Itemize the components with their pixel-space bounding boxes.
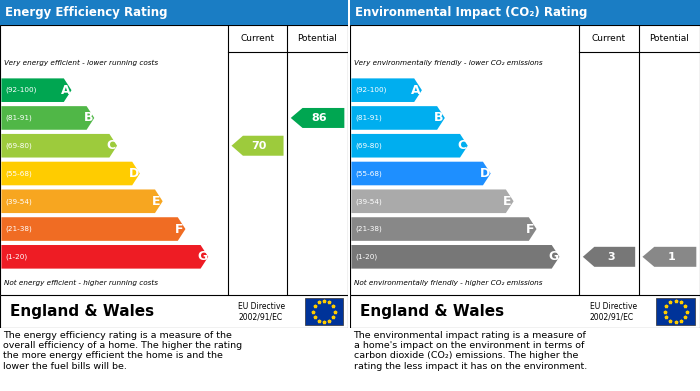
Text: (39-54): (39-54) xyxy=(356,198,382,204)
Text: D: D xyxy=(129,167,139,180)
Text: E: E xyxy=(503,195,512,208)
Text: Potential: Potential xyxy=(650,34,690,43)
Polygon shape xyxy=(583,247,635,267)
Text: The environmental impact rating is a measure of
a home's impact on the environme: The environmental impact rating is a mea… xyxy=(354,330,587,371)
Polygon shape xyxy=(351,162,491,185)
Polygon shape xyxy=(643,247,696,267)
Text: England & Wales: England & Wales xyxy=(360,304,505,319)
Polygon shape xyxy=(1,217,186,241)
Text: (92-100): (92-100) xyxy=(6,87,37,93)
Text: (39-54): (39-54) xyxy=(6,198,32,204)
Text: E: E xyxy=(153,195,161,208)
Text: Very energy efficient - lower running costs: Very energy efficient - lower running co… xyxy=(4,60,158,66)
Text: A: A xyxy=(411,84,421,97)
Text: 3: 3 xyxy=(607,252,615,262)
Text: 70: 70 xyxy=(251,141,267,151)
Text: C: C xyxy=(106,139,116,152)
Text: Current: Current xyxy=(241,34,274,43)
Text: Energy Efficiency Rating: Energy Efficiency Rating xyxy=(5,6,168,19)
Polygon shape xyxy=(351,245,559,269)
Text: England & Wales: England & Wales xyxy=(10,304,155,319)
Text: (55-68): (55-68) xyxy=(6,170,32,177)
Polygon shape xyxy=(1,162,140,185)
Polygon shape xyxy=(1,78,71,102)
Text: (69-80): (69-80) xyxy=(356,142,382,149)
Polygon shape xyxy=(1,245,208,269)
Text: (81-91): (81-91) xyxy=(356,115,382,121)
Polygon shape xyxy=(351,106,444,130)
Bar xyxy=(304,298,344,325)
Text: B: B xyxy=(434,111,443,124)
Text: B: B xyxy=(83,111,93,124)
Text: (55-68): (55-68) xyxy=(356,170,382,177)
Text: (1-20): (1-20) xyxy=(6,254,28,260)
Polygon shape xyxy=(1,106,95,130)
Text: (1-20): (1-20) xyxy=(356,254,378,260)
Polygon shape xyxy=(1,190,162,213)
Text: A: A xyxy=(60,84,70,97)
Text: (81-91): (81-91) xyxy=(6,115,32,121)
Text: EU Directive
2002/91/EC: EU Directive 2002/91/EC xyxy=(239,302,286,321)
Text: G: G xyxy=(548,250,559,263)
Text: Very environmentally friendly - lower CO₂ emissions: Very environmentally friendly - lower CO… xyxy=(354,60,542,66)
Text: Not environmentally friendly - higher CO₂ emissions: Not environmentally friendly - higher CO… xyxy=(354,280,542,286)
Text: Current: Current xyxy=(592,34,626,43)
Text: The energy efficiency rating is a measure of the
overall efficiency of a home. T: The energy efficiency rating is a measur… xyxy=(4,330,243,371)
Polygon shape xyxy=(1,134,117,158)
Polygon shape xyxy=(351,217,536,241)
Text: (21-38): (21-38) xyxy=(356,226,382,232)
Text: F: F xyxy=(175,222,183,235)
Text: EU Directive
2002/91/EC: EU Directive 2002/91/EC xyxy=(589,302,637,321)
Text: (21-38): (21-38) xyxy=(6,226,32,232)
Text: 1: 1 xyxy=(667,252,675,262)
Bar xyxy=(657,298,696,325)
Text: D: D xyxy=(480,167,489,180)
Text: C: C xyxy=(457,139,466,152)
Text: 86: 86 xyxy=(312,113,327,123)
Polygon shape xyxy=(290,108,344,128)
Text: (69-80): (69-80) xyxy=(6,142,32,149)
Text: (92-100): (92-100) xyxy=(356,87,387,93)
Text: F: F xyxy=(526,222,535,235)
Text: Environmental Impact (CO₂) Rating: Environmental Impact (CO₂) Rating xyxy=(355,6,587,19)
Polygon shape xyxy=(232,136,284,156)
Polygon shape xyxy=(351,134,468,158)
Text: Not energy efficient - higher running costs: Not energy efficient - higher running co… xyxy=(4,280,158,286)
Polygon shape xyxy=(351,190,514,213)
Text: G: G xyxy=(197,250,207,263)
Polygon shape xyxy=(351,78,422,102)
Text: Potential: Potential xyxy=(298,34,337,43)
